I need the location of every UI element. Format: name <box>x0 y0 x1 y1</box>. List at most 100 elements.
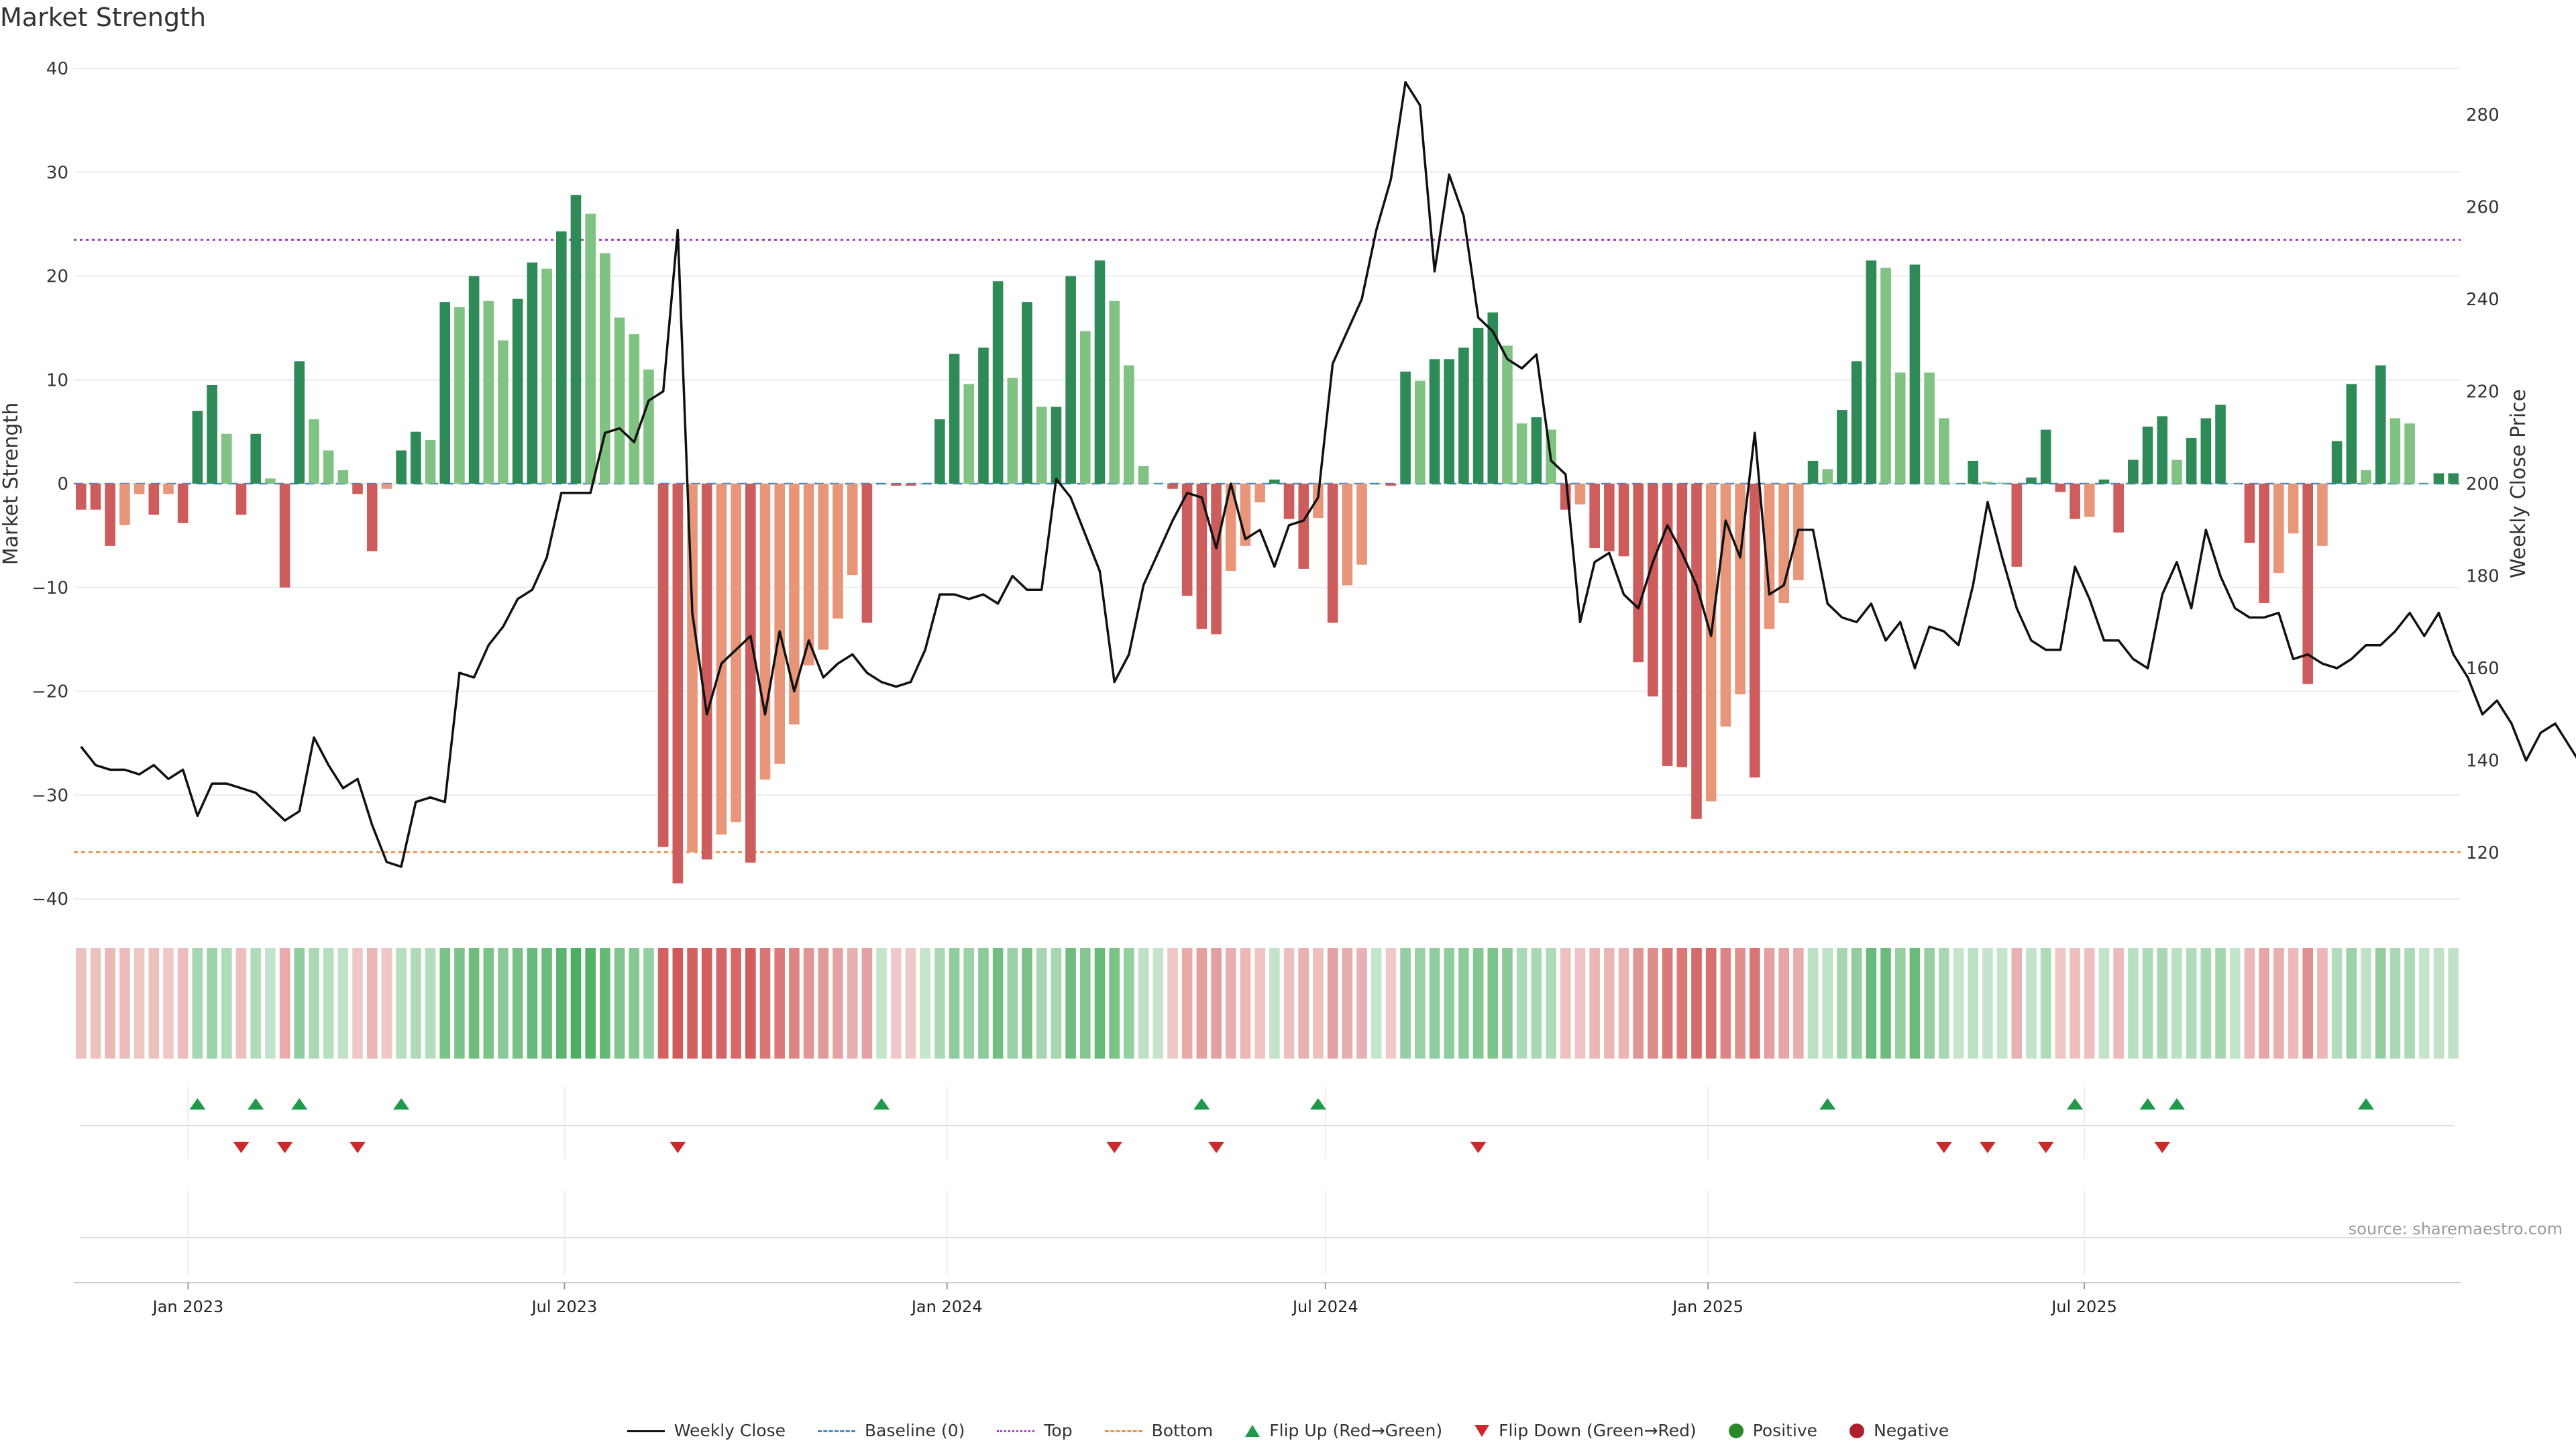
strength-bar[interactable] <box>177 484 189 523</box>
strength-bar[interactable] <box>2171 460 2182 484</box>
strength-bar[interactable] <box>2186 437 2197 484</box>
strength-bar[interactable] <box>978 347 989 484</box>
strength-bar[interactable] <box>119 484 130 525</box>
strength-bar[interactable] <box>992 281 1004 484</box>
strength-bar[interactable] <box>1138 466 1149 484</box>
strength-bar[interactable] <box>1385 484 1397 486</box>
strength-bar[interactable] <box>1051 407 1062 484</box>
legend-item-negative[interactable]: Negative <box>1849 1421 1949 1440</box>
flip-up-marker[interactable] <box>2067 1098 2084 1110</box>
strength-bar[interactable] <box>2200 418 2212 484</box>
strength-bar[interactable] <box>1633 484 1644 663</box>
strength-bar[interactable] <box>1807 460 1819 484</box>
strength-bar[interactable] <box>2346 384 2357 484</box>
strength-bar[interactable] <box>133 484 145 494</box>
strength-bar[interactable] <box>1167 484 1178 489</box>
strength-bar[interactable] <box>541 268 552 484</box>
strength-bar[interactable] <box>2084 484 2095 517</box>
strength-bar[interactable] <box>1648 484 1658 697</box>
flip-down-marker[interactable] <box>1208 1142 1225 1153</box>
strength-bar[interactable] <box>1458 347 1469 484</box>
strength-bar[interactable] <box>498 340 508 484</box>
strength-bar[interactable] <box>1894 372 1906 484</box>
strength-bar[interactable] <box>1866 260 1877 484</box>
flip-up-marker[interactable] <box>873 1098 890 1110</box>
strength-bar[interactable] <box>1502 345 1513 484</box>
strength-bar[interactable] <box>614 317 625 484</box>
strength-bar[interactable] <box>1735 484 1746 695</box>
strength-bar[interactable] <box>2375 365 2386 484</box>
flip-up-marker[interactable] <box>248 1098 264 1110</box>
strength-bar[interactable] <box>1414 380 1426 484</box>
strength-bar[interactable] <box>1574 484 1586 504</box>
strength-bar[interactable] <box>716 484 727 835</box>
strength-bar[interactable] <box>396 450 407 484</box>
strength-bar[interactable] <box>701 484 712 860</box>
strength-bar[interactable] <box>2259 484 2269 603</box>
flip-up-marker[interactable] <box>2168 1098 2185 1110</box>
strength-bar[interactable] <box>745 484 756 863</box>
strength-bar[interactable] <box>1749 484 1760 777</box>
strength-bar[interactable] <box>1429 359 1440 484</box>
strength-bar[interactable] <box>2113 484 2124 533</box>
strength-bar[interactable] <box>2128 460 2139 484</box>
strength-bar[interactable] <box>2317 484 2328 546</box>
strength-bar[interactable] <box>250 433 261 484</box>
legend-item-top[interactable]: Top <box>997 1421 1073 1440</box>
legend-item-weekly-close[interactable]: Weekly Close <box>627 1421 786 1440</box>
strength-bar[interactable] <box>1705 484 1717 802</box>
strength-bar[interactable] <box>2302 484 2314 684</box>
flip-down-marker[interactable] <box>350 1142 366 1153</box>
strength-bar[interactable] <box>643 369 654 484</box>
strength-bar[interactable] <box>833 484 843 619</box>
strength-bar[interactable] <box>294 361 305 484</box>
strength-bar[interactable] <box>2244 484 2255 543</box>
strength-bar[interactable] <box>2040 429 2051 484</box>
strength-bar[interactable] <box>512 299 523 484</box>
strength-bar[interactable] <box>803 484 814 665</box>
strength-bar[interactable] <box>2070 484 2080 519</box>
strength-bar[interactable] <box>731 484 741 822</box>
strength-bar[interactable] <box>1444 359 1454 484</box>
flip-up-marker[interactable] <box>291 1098 308 1110</box>
strength-bar[interactable] <box>1211 484 1222 635</box>
strength-bar[interactable] <box>163 484 174 494</box>
strength-bar[interactable] <box>657 484 669 847</box>
strength-bar[interactable] <box>1327 484 1338 623</box>
strength-bar[interactable] <box>2157 416 2168 484</box>
strength-bar[interactable] <box>963 384 975 484</box>
strength-bar[interactable] <box>1822 469 1833 484</box>
strength-bar[interactable] <box>1880 268 1891 484</box>
strength-bar[interactable] <box>1968 460 1979 484</box>
strength-bar[interactable] <box>192 411 203 484</box>
legend-item-flip-down[interactable]: Flip Down (Green→Red) <box>1474 1421 1697 1440</box>
strength-bar[interactable] <box>934 419 945 484</box>
strength-bar[interactable] <box>2390 418 2401 484</box>
flip-down-marker[interactable] <box>1470 1142 1487 1153</box>
strength-bar[interactable] <box>527 262 538 484</box>
strength-bar[interactable] <box>600 253 610 484</box>
strength-bar[interactable] <box>818 484 829 650</box>
strength-bar[interactable] <box>411 431 421 484</box>
strength-bar[interactable] <box>1181 484 1193 596</box>
strength-bar[interactable] <box>468 276 480 484</box>
strength-bar[interactable] <box>1124 365 1134 484</box>
strength-bar[interactable] <box>2215 405 2226 484</box>
strength-bar[interactable] <box>2404 423 2415 484</box>
strength-bar[interactable] <box>366 484 378 551</box>
flip-up-marker[interactable] <box>393 1098 410 1110</box>
flip-up-marker[interactable] <box>1309 1098 1326 1110</box>
legend-item-bottom[interactable]: Bottom <box>1104 1421 1213 1440</box>
strength-bar[interactable] <box>2026 477 2037 484</box>
strength-bar[interactable] <box>1909 264 1921 484</box>
strength-bar[interactable] <box>1036 407 1047 484</box>
strength-bar[interactable] <box>1094 260 1106 484</box>
strength-bar[interactable] <box>1342 484 1353 586</box>
strength-bar[interactable] <box>1676 484 1688 767</box>
strength-bar[interactable] <box>1356 484 1367 565</box>
flip-up-marker[interactable] <box>189 1098 206 1110</box>
legend-item-flip-up[interactable]: Flip Up (Red→Green) <box>1245 1421 1442 1440</box>
strength-bar[interactable] <box>2448 473 2459 484</box>
strength-bar[interactable] <box>1531 417 1542 484</box>
strength-bar[interactable] <box>1022 302 1032 484</box>
